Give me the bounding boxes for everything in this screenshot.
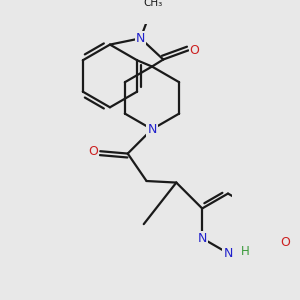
Text: N: N xyxy=(223,247,233,260)
Text: O: O xyxy=(88,145,98,158)
Text: N: N xyxy=(147,123,157,136)
Text: O: O xyxy=(280,236,290,249)
Text: N: N xyxy=(136,32,145,45)
Text: CH₃: CH₃ xyxy=(143,0,163,8)
Text: O: O xyxy=(190,44,200,57)
Text: H: H xyxy=(241,245,250,258)
Text: N: N xyxy=(197,232,207,245)
